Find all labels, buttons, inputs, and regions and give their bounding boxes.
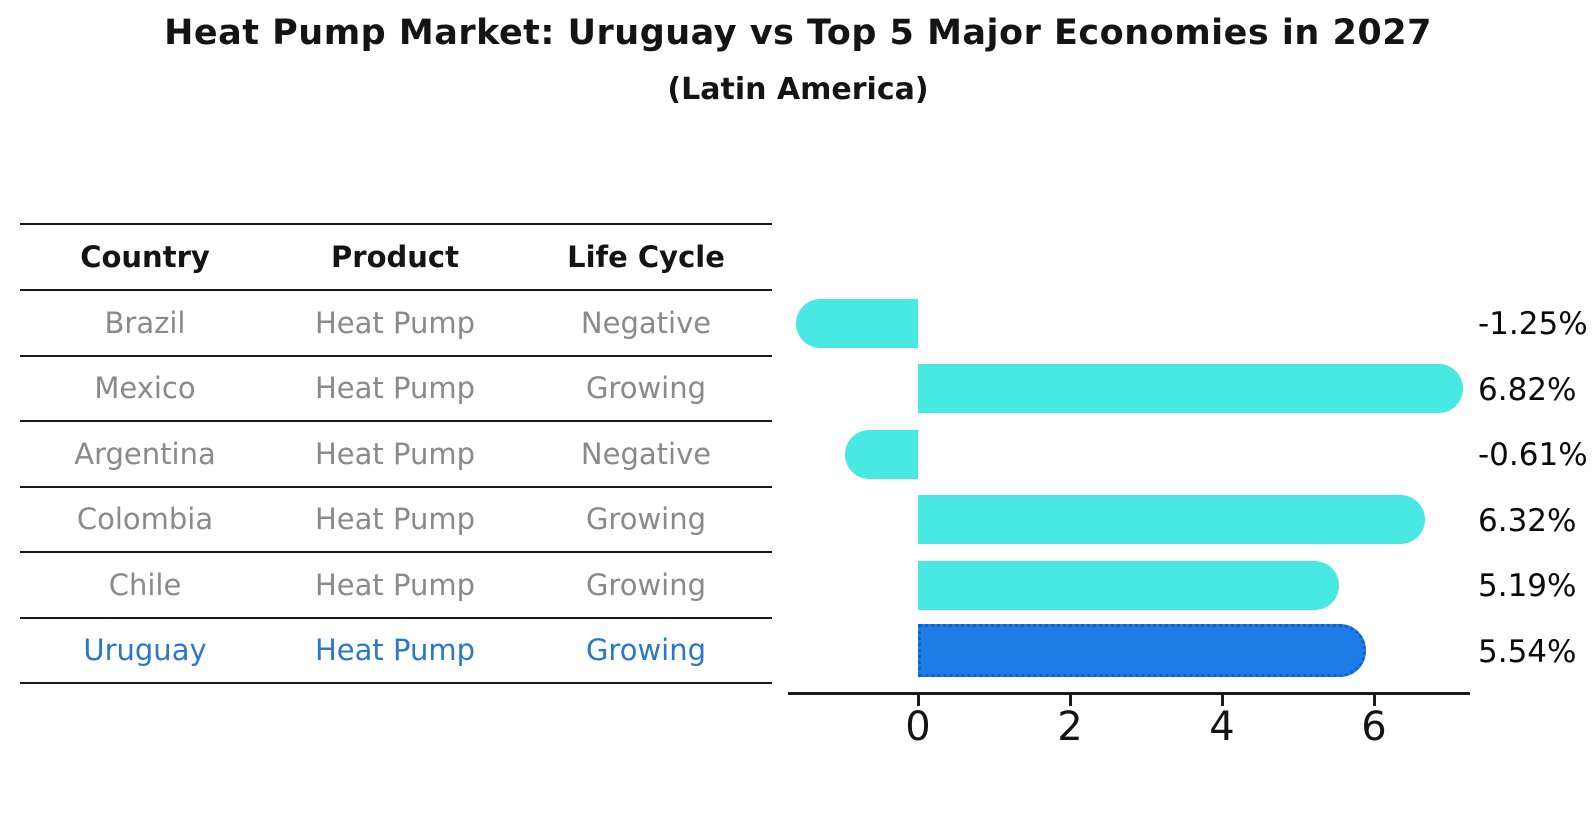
table-header-cell: Product (331, 240, 459, 274)
bar-mexico (918, 364, 1464, 413)
table-cell: Heat Pump (314, 371, 476, 406)
table-header-cell: Country (80, 240, 210, 274)
table-row-colombia: Colombia Heat Pump Growing (20, 488, 772, 553)
table-cell: Heat Pump (314, 305, 476, 340)
bar-brazil (796, 298, 918, 348)
table-row-mexico: Mexico Heat Pump Growing (20, 357, 772, 422)
value-label-chile: 5.19% (1478, 568, 1577, 604)
value-label-brazil: -1.25% (1478, 306, 1588, 342)
country-table: Country Product Life Cycle Brazil Heat Pump N… (20, 223, 772, 684)
table-cell: Heat Pump (314, 436, 476, 471)
table-cell: Heat Pump (314, 633, 476, 668)
table-cell: Heat Pump (314, 502, 476, 537)
table-header-cell: Life Cycle (567, 240, 725, 274)
x-axis-tick-label: 6 (1361, 704, 1387, 750)
x-axis-tick-label: 2 (1057, 704, 1083, 750)
x-axis-tick (1220, 694, 1224, 706)
table-cell: Mexico (94, 371, 196, 406)
bar-chile (918, 560, 1340, 610)
x-axis-tick-label: 0 (905, 704, 931, 750)
bar-argentina (844, 429, 918, 479)
table-cell: Growing (585, 371, 707, 406)
table-cell: Colombia (76, 502, 214, 537)
table-cell: Brazil (104, 305, 186, 340)
table-cell: Uruguay (83, 633, 207, 668)
table-cell: Growing (585, 502, 707, 537)
x-axis-tick-label: 4 (1209, 704, 1235, 750)
table-header-row: Country Product Life Cycle (20, 225, 772, 291)
x-axis-line (788, 692, 1470, 695)
table-cell: Negative (580, 436, 712, 471)
table-cell: Negative (580, 305, 712, 340)
x-axis-tick (1372, 694, 1376, 706)
table-cell: Heat Pump (314, 567, 476, 602)
table-row-chile: Chile Heat Pump Growing (20, 553, 772, 619)
table-row-brazil: Brazil Heat Pump Negative (20, 291, 772, 357)
bar-colombia (918, 495, 1426, 544)
x-axis-tick (916, 694, 920, 706)
value-label-argentina: -0.61% (1478, 437, 1588, 473)
table-row-uruguay: Uruguay Heat Pump Growing (20, 619, 772, 684)
chart-subtitle: (Latin America) (667, 72, 929, 107)
table-cell: Chile (108, 567, 182, 602)
value-label-colombia: 6.32% (1478, 502, 1577, 539)
chart-title: Heat Pump Market: Uruguay vs Top 5 Major… (164, 13, 1432, 53)
table-row-argentina: Argentina Heat Pump Negative (20, 422, 772, 488)
table-cell: Argentina (74, 436, 216, 471)
table-cell: Growing (585, 633, 707, 668)
table-cell: Growing (585, 567, 707, 602)
value-label-mexico: 6.82% (1478, 371, 1577, 408)
x-axis-tick (1068, 694, 1072, 706)
bar-uruguay (918, 624, 1367, 677)
value-label-uruguay: 5.54% (1478, 633, 1577, 670)
